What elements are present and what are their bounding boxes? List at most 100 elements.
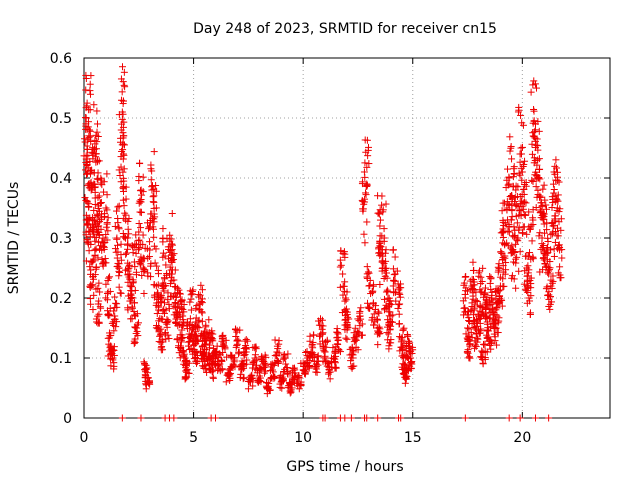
data-point — [507, 142, 515, 150]
data-point — [94, 254, 102, 262]
data-point — [82, 86, 90, 94]
data-point — [122, 234, 130, 242]
data-point — [86, 87, 94, 95]
data-point — [527, 88, 535, 96]
data-point — [103, 206, 111, 214]
data-point — [90, 256, 98, 264]
data-point — [164, 296, 172, 304]
data-point — [124, 259, 132, 267]
data-point — [89, 144, 97, 152]
x-tick-label: 15 — [404, 430, 422, 446]
data-point — [95, 318, 103, 326]
data-point — [93, 175, 101, 183]
data-point — [146, 238, 154, 246]
data-point — [139, 240, 147, 248]
data-point — [116, 289, 124, 297]
data-point — [331, 364, 339, 372]
data-point — [93, 223, 101, 231]
data-point — [545, 291, 553, 299]
data-point — [182, 374, 190, 382]
data-point — [535, 155, 543, 163]
data-point — [131, 286, 139, 294]
data-points — [80, 63, 566, 422]
data-point — [114, 203, 122, 211]
data-point — [102, 204, 110, 212]
data-point — [162, 282, 170, 290]
data-point — [150, 233, 158, 241]
data-point — [181, 373, 189, 381]
data-point — [97, 174, 105, 182]
data-point — [385, 345, 393, 353]
data-point — [168, 209, 176, 217]
data-point — [539, 185, 547, 193]
data-point — [280, 351, 288, 359]
data-point — [97, 214, 105, 222]
data-point — [100, 178, 108, 186]
data-point — [498, 229, 506, 237]
data-point — [107, 350, 115, 358]
data-point — [114, 262, 122, 270]
data-point — [167, 235, 175, 243]
data-point — [124, 306, 132, 314]
data-point — [108, 319, 116, 327]
data-point — [526, 309, 534, 317]
data-point — [342, 296, 350, 304]
data-point — [159, 234, 167, 242]
data-point — [88, 166, 96, 174]
axis-ticks: 0 0.1 0.2 0.3 0.4 0.5 0.6 0 5 10 15 20 — [50, 51, 610, 446]
data-point — [129, 278, 137, 286]
data-point — [376, 216, 384, 224]
data-point — [149, 182, 157, 190]
data-point — [390, 276, 398, 284]
data-point — [276, 383, 284, 391]
data-point — [95, 157, 103, 165]
data-point — [85, 132, 93, 140]
data-point — [128, 303, 136, 311]
data-point — [119, 168, 127, 176]
data-point — [530, 77, 538, 85]
data-point — [363, 181, 371, 189]
data-point — [83, 235, 91, 243]
zero-data-point — [505, 414, 513, 422]
data-point — [113, 254, 121, 262]
data-point — [118, 115, 126, 123]
data-point — [82, 231, 90, 239]
data-point — [89, 257, 97, 265]
data-point — [94, 169, 102, 177]
data-point — [205, 316, 213, 324]
data-point — [96, 288, 104, 296]
data-point — [132, 249, 140, 257]
data-point — [150, 242, 158, 250]
data-point — [289, 364, 297, 372]
data-point — [120, 165, 128, 173]
data-point — [495, 260, 503, 268]
data-point — [383, 274, 391, 282]
data-point — [202, 321, 210, 329]
data-point — [98, 238, 106, 246]
data-point — [124, 225, 132, 233]
data-point — [83, 197, 91, 205]
data-point — [380, 295, 388, 303]
data-point — [528, 150, 536, 158]
data-point — [124, 217, 132, 225]
data-point — [140, 358, 148, 366]
data-point — [90, 101, 98, 109]
data-point — [544, 234, 552, 242]
data-point — [113, 235, 121, 243]
data-point — [318, 316, 326, 324]
data-point — [103, 289, 111, 297]
y-tick-label: 0.4 — [50, 171, 72, 187]
data-point — [135, 236, 143, 244]
data-point — [159, 253, 167, 261]
data-point — [530, 105, 538, 113]
data-point — [323, 338, 331, 346]
y-tick-label: 0.2 — [50, 291, 72, 307]
data-point — [119, 110, 127, 118]
data-point — [312, 368, 320, 376]
x-tick-label: 10 — [294, 430, 312, 446]
data-point — [209, 374, 217, 382]
data-point — [504, 165, 512, 173]
data-point — [98, 255, 106, 263]
data-point — [506, 133, 514, 141]
data-point — [517, 150, 525, 158]
